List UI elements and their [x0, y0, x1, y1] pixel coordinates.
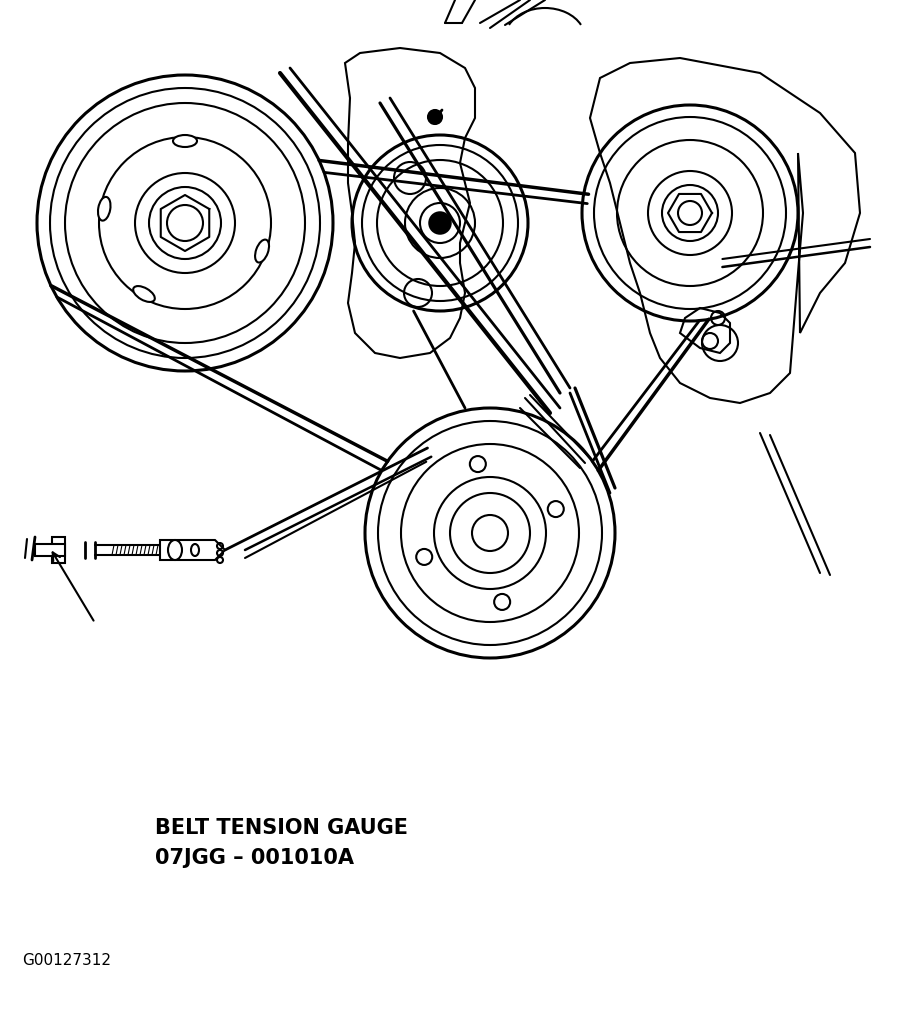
Text: BELT TENSION GAUGE: BELT TENSION GAUGE — [155, 819, 408, 838]
Ellipse shape — [98, 197, 111, 221]
Circle shape — [428, 110, 442, 124]
Text: G00127312: G00127312 — [22, 953, 111, 968]
Polygon shape — [52, 537, 65, 563]
Polygon shape — [160, 540, 225, 560]
Circle shape — [430, 213, 450, 233]
Ellipse shape — [173, 135, 197, 147]
Ellipse shape — [168, 540, 182, 560]
Ellipse shape — [191, 544, 199, 556]
Ellipse shape — [255, 240, 269, 262]
Text: 07JGG – 001010A: 07JGG – 001010A — [155, 848, 354, 868]
Circle shape — [435, 218, 445, 228]
Ellipse shape — [133, 286, 155, 302]
Polygon shape — [35, 544, 65, 556]
